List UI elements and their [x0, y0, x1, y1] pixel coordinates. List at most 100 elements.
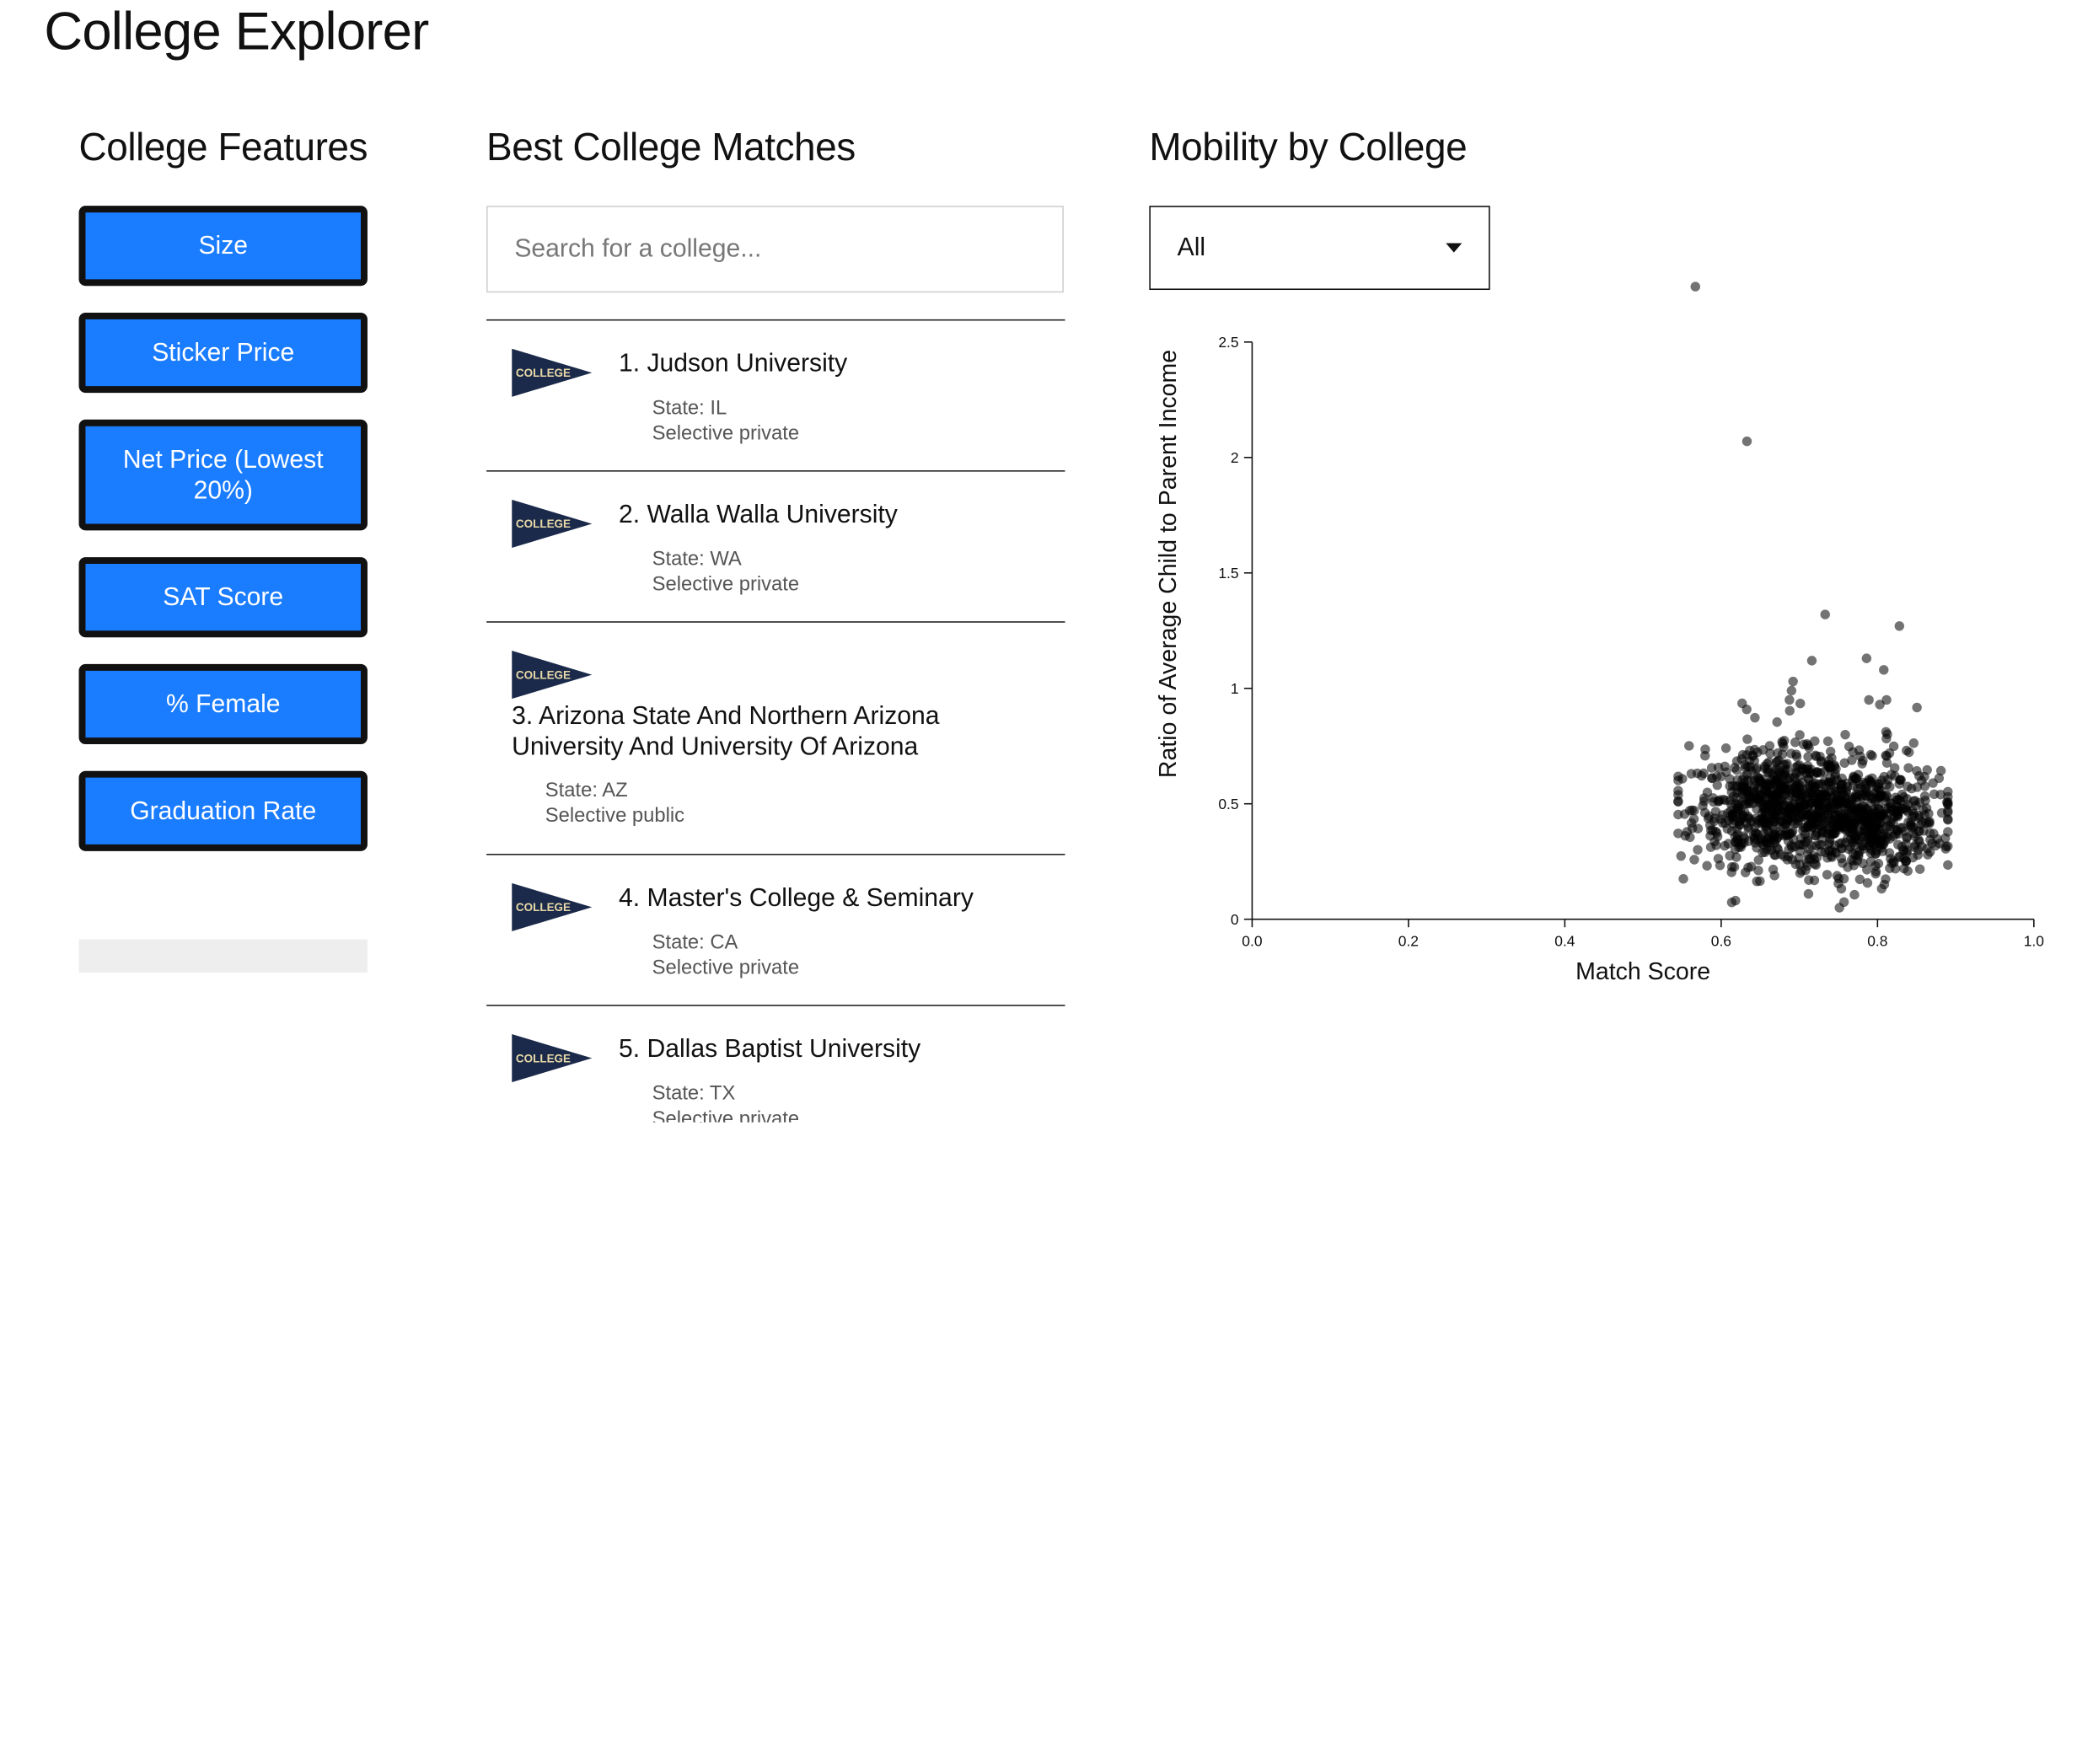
data-point	[1943, 786, 1953, 797]
data-point	[1843, 799, 1853, 809]
result-type: Selective public	[545, 804, 685, 828]
pennant-label: COLLEGE	[516, 668, 571, 681]
data-point	[1733, 799, 1743, 809]
data-point	[1881, 694, 1892, 705]
data-point	[1785, 705, 1795, 716]
data-point	[1903, 781, 1913, 791]
data-point	[1894, 621, 1905, 631]
data-point	[1821, 802, 1831, 812]
list-item[interactable]: COLLEGE 3. Arizona State And Northern Ar…	[486, 623, 1065, 855]
data-point	[1704, 820, 1715, 830]
data-point	[1901, 855, 1911, 866]
data-point	[1924, 847, 1935, 857]
data-point	[1881, 780, 1892, 790]
data-point	[1750, 712, 1760, 723]
app-title: College Explorer	[44, 3, 429, 62]
data-point	[1862, 865, 1872, 875]
data-point	[1720, 743, 1731, 753]
data-point	[1913, 834, 1924, 844]
feature-button-percent-female[interactable]: % Female	[78, 663, 368, 745]
data-point	[1921, 803, 1932, 813]
data-point	[1899, 863, 1909, 874]
data-point	[1728, 811, 1738, 822]
feature-button-net-price[interactable]: Net Price (Lowest 20%)	[78, 419, 368, 531]
data-point	[1790, 762, 1801, 773]
data-point	[1738, 780, 1749, 791]
data-point	[1713, 762, 1724, 773]
college-filter-select[interactable]: All	[1149, 206, 1490, 291]
data-point	[1811, 840, 1822, 851]
data-point	[1692, 768, 1703, 779]
data-point	[1833, 878, 1844, 889]
feature-button-sat-score[interactable]: SAT Score	[78, 557, 368, 638]
data-point	[1791, 780, 1802, 791]
data-point	[1782, 855, 1793, 865]
data-point	[1843, 862, 1853, 872]
data-point	[1752, 804, 1762, 814]
chevron-down-icon	[1446, 243, 1462, 253]
data-point	[1702, 861, 1712, 871]
data-point	[1742, 734, 1752, 744]
data-point	[1795, 839, 1806, 850]
data-point	[1865, 848, 1876, 859]
data-point	[1857, 759, 1867, 769]
data-point	[1864, 694, 1874, 705]
data-point	[1786, 812, 1796, 823]
result-state: State: AZ	[545, 779, 628, 802]
data-point	[1858, 777, 1869, 788]
data-point	[1827, 797, 1838, 807]
data-point	[1886, 858, 1897, 868]
data-point	[1742, 436, 1752, 447]
data-point	[1822, 870, 1833, 880]
data-point	[1849, 855, 1859, 866]
data-point	[1822, 853, 1833, 863]
data-point	[1712, 780, 1722, 791]
feature-button-size[interactable]: Size	[78, 206, 368, 287]
data-point	[1827, 818, 1838, 828]
list-item[interactable]: COLLEGE 5. Dallas Baptist University Sta…	[486, 1006, 1065, 1123]
data-point	[1673, 785, 1683, 796]
data-point	[1731, 756, 1742, 766]
result-state: State: IL	[652, 396, 727, 420]
data-point	[1746, 861, 1757, 871]
data-point	[1778, 807, 1789, 818]
mobility-title: Mobility by College	[1149, 126, 1468, 170]
data-point	[1700, 744, 1710, 754]
x-tick-label: 0.4	[1554, 932, 1575, 949]
data-point	[1737, 698, 1747, 709]
feature-slider-track[interactable]	[78, 939, 368, 973]
data-point	[1809, 875, 1820, 886]
data-point	[1795, 868, 1806, 878]
data-point	[1861, 653, 1872, 663]
list-item[interactable]: COLLEGE 1. Judson University State: IL S…	[486, 320, 1065, 472]
data-point	[1769, 850, 1779, 861]
pennant-label: COLLEGE	[516, 367, 571, 379]
data-point	[1855, 751, 1865, 762]
data-point	[1765, 748, 1775, 759]
data-point	[1825, 746, 1836, 757]
data-point	[1927, 838, 1937, 849]
data-point	[1901, 802, 1911, 812]
data-point	[1676, 851, 1686, 861]
data-point	[1725, 774, 1735, 785]
data-point	[1914, 864, 1925, 874]
data-point	[1715, 860, 1725, 871]
college-pennant-icon: COLLEGE	[512, 1034, 593, 1083]
result-name: 1. Judson University	[618, 350, 848, 378]
data-point	[1908, 738, 1919, 748]
data-point	[1673, 775, 1683, 785]
data-point	[1776, 788, 1786, 798]
list-item[interactable]: COLLEGE 4. Master's College & Seminary S…	[486, 855, 1065, 1006]
data-point	[1673, 809, 1683, 820]
data-point	[1849, 771, 1859, 781]
data-point	[1731, 852, 1742, 862]
feature-button-sticker-price[interactable]: Sticker Price	[78, 312, 368, 394]
feature-button-graduation-rate[interactable]: Graduation Rate	[78, 770, 368, 851]
college-search-input[interactable]	[486, 206, 1064, 293]
data-point	[1874, 785, 1884, 796]
data-point	[1779, 768, 1790, 779]
data-point	[1758, 813, 1768, 824]
list-item[interactable]: COLLEGE 2. Walla Walla University State:…	[486, 472, 1065, 623]
x-tick-label: 0.8	[1867, 932, 1887, 949]
data-point	[1684, 741, 1694, 751]
